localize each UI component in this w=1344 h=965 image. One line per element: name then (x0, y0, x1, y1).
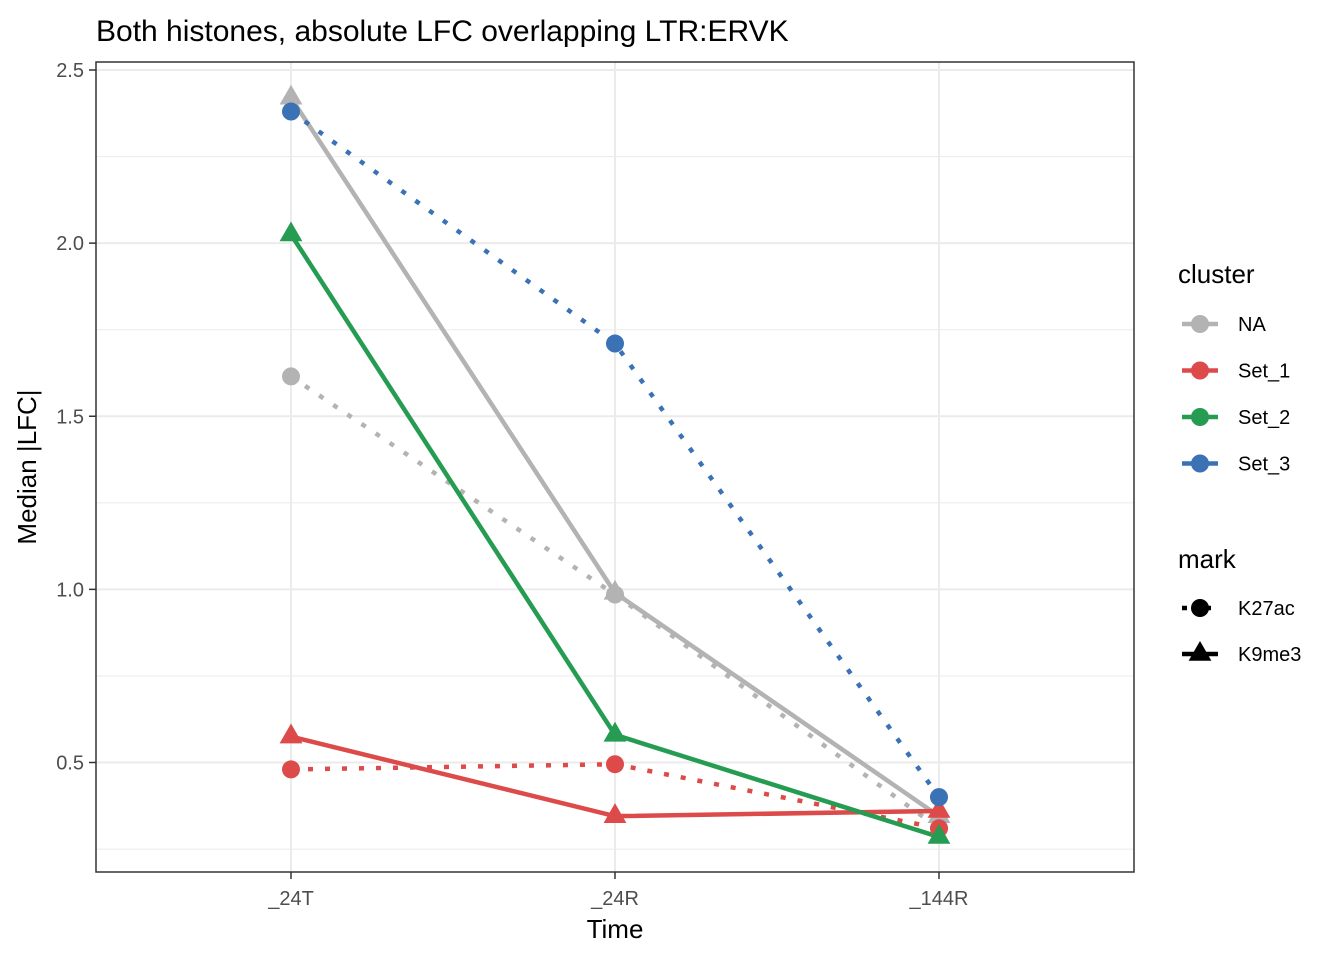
data-point-set-1-k27ac (282, 760, 300, 779)
legend-key-point-k27ac (1191, 599, 1209, 617)
x-tick-label: _144R (909, 888, 969, 910)
y-tick-label: 2.5 (56, 60, 84, 82)
data-point-na-k27ac (282, 367, 300, 386)
legend-key-point-na (1191, 315, 1209, 333)
x-axis: _24T _24R _144R (267, 872, 968, 910)
data-point-set-1-k27ac (606, 755, 624, 774)
legend-label-set-1: Set_1 (1238, 361, 1290, 383)
legend-label-k27ac: K27ac (1238, 598, 1295, 620)
legend-label-na: NA (1238, 314, 1266, 336)
data-point-set-3-k27ac (930, 788, 948, 807)
legend-label-k9me3: K9me3 (1238, 644, 1301, 666)
series-points (279, 84, 951, 844)
data-point-set-2-k9me3 (279, 221, 303, 242)
legend-key-point-set-1 (1191, 361, 1209, 380)
legend-cluster: cluster NA Set_1 Set_2 Set_3 (1178, 259, 1290, 476)
y-axis: 0.5 1.0 1.5 2.0 2.5 (56, 60, 96, 775)
data-point-set-2-k9me3 (927, 823, 951, 844)
data-point-set-1-k9me3 (279, 723, 303, 744)
data-point-set-1-k9me3 (927, 797, 951, 818)
y-tick-label: 2.0 (56, 233, 84, 255)
data-point-set-3-k27ac (282, 102, 300, 121)
x-tick-label: _24T (267, 888, 314, 910)
y-axis-title: Median |LFC| (12, 389, 42, 544)
x-tick-label: _24R (590, 888, 639, 910)
data-point-na-k9me3 (603, 579, 627, 600)
legend-mark: mark K27ac K9me3 (1178, 544, 1301, 666)
legend-key-point-set-2 (1191, 408, 1209, 426)
x-axis-title: Time (587, 914, 644, 944)
data-point-set-1-k9me3 (603, 803, 627, 823)
legend-key-point-k9me3 (1188, 641, 1212, 661)
data-point-set-2-k9me3 (603, 721, 627, 742)
legend-label-set-2: Set_2 (1238, 407, 1290, 429)
data-point-na-k9me3 (279, 84, 303, 105)
y-tick-label: 1.0 (56, 579, 84, 601)
legend-label-set-3: Set_3 (1238, 454, 1290, 476)
chart-title: Both histones, absolute LFC overlapping … (96, 15, 789, 48)
legend-cluster-title: cluster (1178, 259, 1255, 289)
y-tick-label: 1.5 (56, 406, 84, 428)
y-tick-label: 0.5 (56, 753, 84, 775)
legend-key-point-set-3 (1191, 454, 1209, 473)
data-point-set-3-k27ac (606, 334, 624, 353)
legend-mark-title: mark (1178, 544, 1237, 574)
